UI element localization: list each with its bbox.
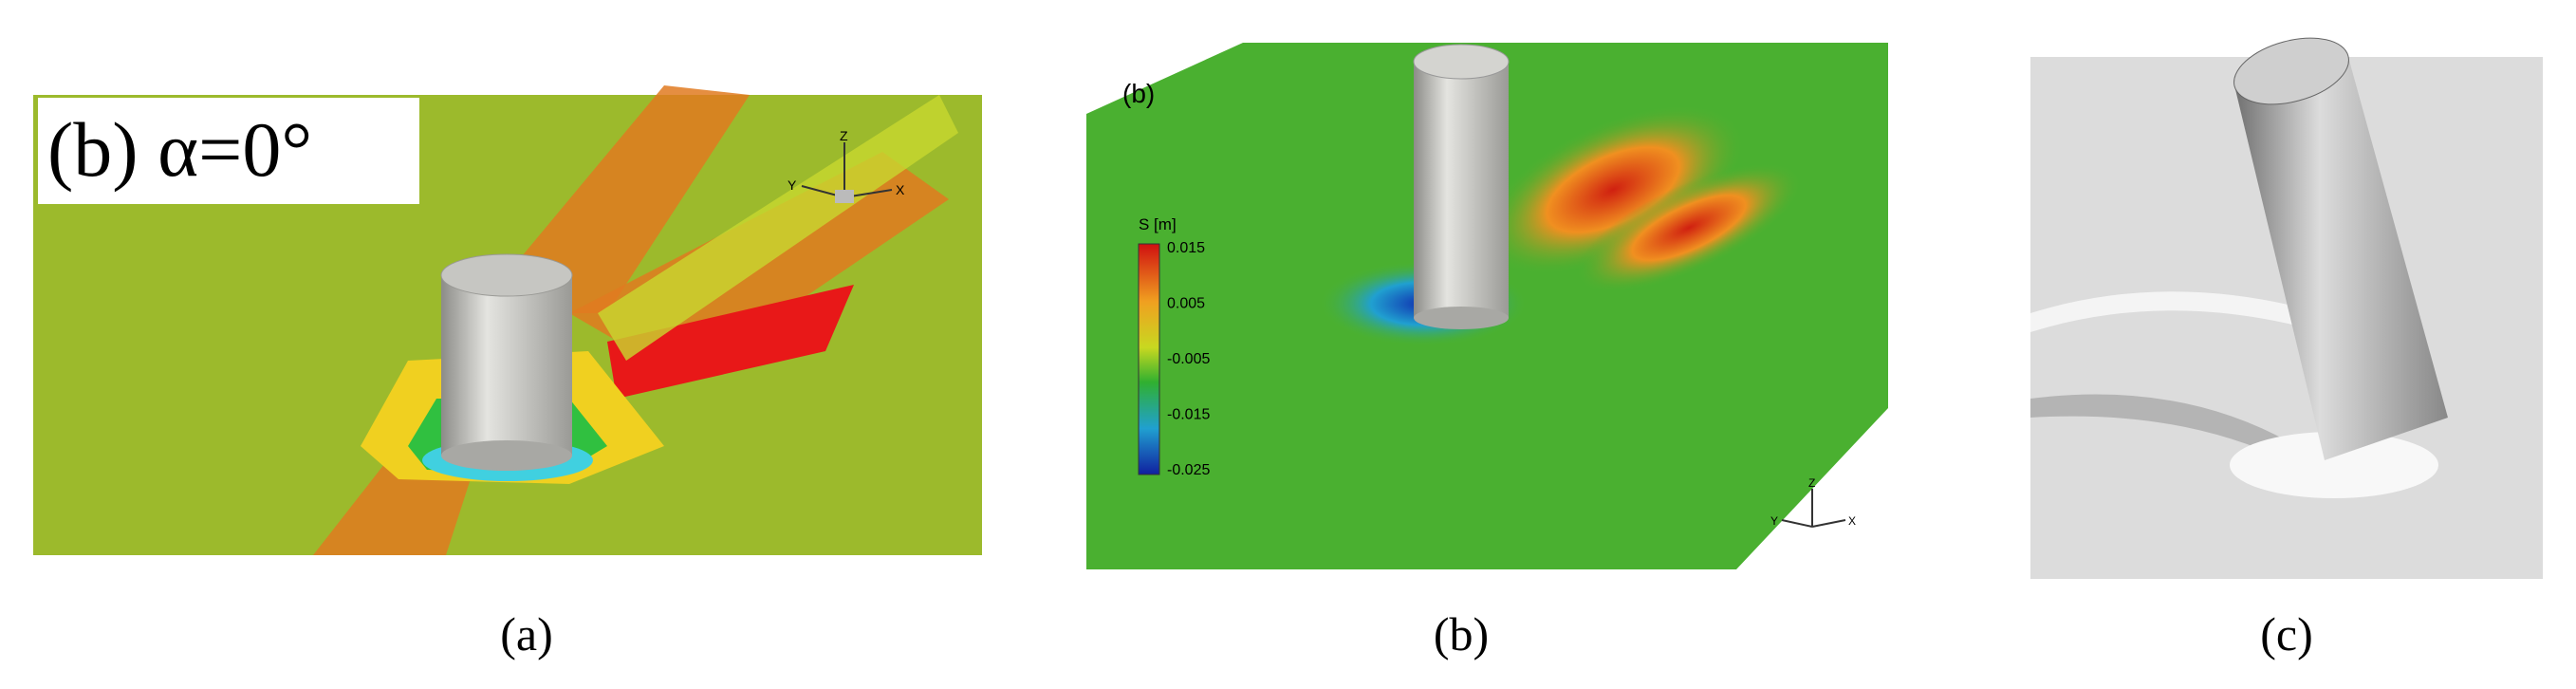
scour-band xyxy=(607,285,854,399)
caption: (b) xyxy=(1434,607,1489,661)
scour-band xyxy=(474,85,750,313)
colorbar xyxy=(1138,243,1160,475)
panel-label: (b) α=0° xyxy=(47,106,312,193)
panel-a: (b) α=0° Z X Y xyxy=(33,85,982,555)
scour-rim xyxy=(2230,432,2438,498)
axis-label: Y xyxy=(1770,514,1778,528)
axis-label: X xyxy=(896,182,905,197)
cylinder xyxy=(441,275,572,456)
caption: (a) xyxy=(500,607,553,661)
cylinder xyxy=(2234,57,2448,460)
colorbar-label: 0.005 xyxy=(1167,296,1205,312)
cylinder-base xyxy=(441,440,572,471)
colorbar-label: -0.025 xyxy=(1167,462,1210,478)
axis-cube xyxy=(835,190,854,203)
deposition xyxy=(1480,104,1746,275)
axis-label: Y xyxy=(788,177,797,193)
cylinder-base xyxy=(1414,307,1509,329)
cylinder-top xyxy=(1413,44,1510,80)
cylinder xyxy=(1414,62,1509,318)
ripple xyxy=(2030,394,2296,465)
colorbar-label: -0.005 xyxy=(1167,351,1210,367)
scour-band xyxy=(598,95,958,361)
panel-b: (b) S [m] 0.015 0.005 -0.005 -0.015 -0.025 Z… xyxy=(1086,43,1888,569)
axis-triad xyxy=(1781,489,1846,528)
caption: (c) xyxy=(2260,607,2313,661)
panel-c xyxy=(2030,37,2543,579)
deposition xyxy=(1575,162,1803,293)
axis-label: X xyxy=(1848,514,1856,528)
panel-label: (b) xyxy=(1122,79,1155,108)
cylinder-top xyxy=(2233,37,2349,105)
ripple xyxy=(2030,291,2353,342)
label-box xyxy=(38,98,419,204)
colorbar-label: 0.015 xyxy=(1167,240,1205,256)
axis-label: Z xyxy=(840,128,848,143)
axis-label: Z xyxy=(1808,476,1815,490)
colorbar-label: -0.015 xyxy=(1167,407,1210,423)
legend-title: S [m] xyxy=(1139,215,1177,233)
cylinder-top xyxy=(440,253,573,297)
